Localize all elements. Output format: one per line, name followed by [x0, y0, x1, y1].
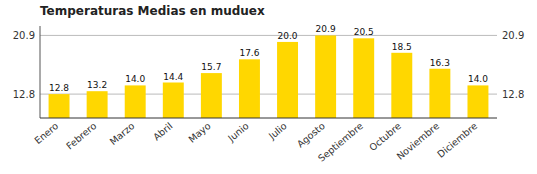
bar: [391, 53, 412, 118]
x-tick-label: Julio: [266, 120, 289, 142]
data-label: 15.7: [201, 62, 221, 72]
x-tick-label: Octubre: [367, 120, 403, 153]
y2-tick-label: 20.9: [502, 30, 524, 41]
x-tick-label: Enero: [32, 120, 60, 146]
grid-line: [40, 94, 497, 95]
x-tick-label: Junio: [225, 120, 251, 144]
y-tick-label: 12.8: [13, 89, 35, 100]
grid-line: [40, 35, 497, 36]
x-tick-label: Mayo: [186, 120, 213, 145]
x-tick-label: Febrero: [64, 120, 99, 152]
y2-tick-label: 12.8: [502, 89, 524, 100]
data-label: 20.5: [354, 27, 374, 37]
data-label: 17.6: [239, 48, 259, 58]
x-tick-label: Agosto: [295, 120, 327, 150]
y-axis-line: [40, 26, 41, 118]
data-label: 14.0: [125, 74, 145, 84]
data-label: 20.0: [278, 31, 298, 41]
x-tick-label: Noviembre: [394, 120, 441, 162]
data-label: 14.0: [468, 74, 488, 84]
y-tick-label: 20.9: [13, 30, 35, 41]
data-label: 16.3: [430, 58, 450, 68]
bar: [315, 35, 336, 118]
bar: [201, 73, 222, 118]
chart: Temperaturas Medias en muduex 12.8 20.9 12.…: [0, 0, 537, 174]
data-label: 14.4: [163, 72, 183, 82]
bar: [277, 42, 298, 118]
bar: [353, 38, 374, 118]
x-tick-label: Abril: [151, 120, 175, 142]
data-label: 20.9: [316, 24, 336, 34]
bar: [87, 91, 108, 118]
bar: [467, 85, 488, 118]
data-label: 18.5: [392, 42, 412, 52]
x-tick-label: Diciembre: [435, 120, 479, 160]
x-axis-line: [40, 118, 497, 119]
bars: [49, 35, 489, 118]
title: Temperaturas Medias en muduex: [40, 4, 265, 18]
bar: [49, 94, 70, 118]
bar: [239, 59, 260, 118]
x-tick-label: Marzo: [107, 120, 136, 147]
bar: [429, 69, 450, 118]
data-label: 13.2: [87, 80, 107, 90]
bar: [163, 83, 184, 118]
bar: [125, 85, 146, 118]
x-tick-label: Septiembre: [316, 120, 365, 164]
data-label: 12.8: [49, 83, 69, 93]
